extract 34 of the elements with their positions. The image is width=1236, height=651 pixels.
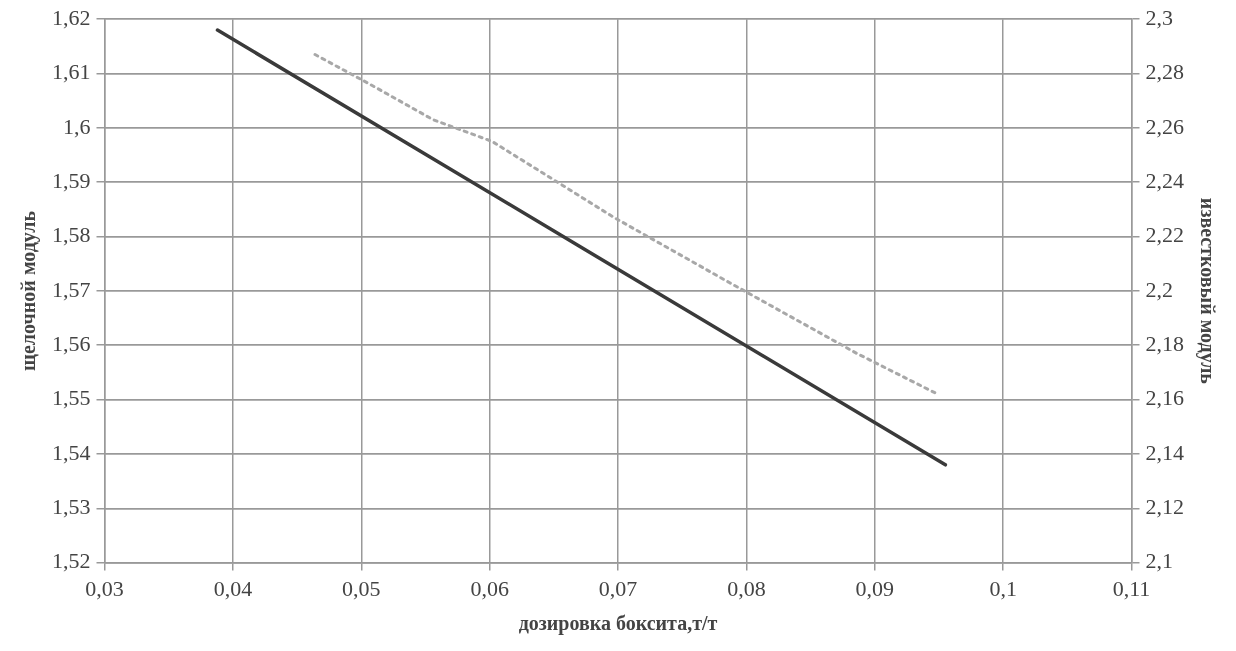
y-tick-label: 1,59 [52, 168, 91, 193]
x-tick-label: 0,11 [1112, 575, 1151, 601]
y2-tick-label: 2,18 [1145, 331, 1184, 357]
y-tick-label: 1,52 [52, 548, 91, 574]
x-tick-label: 0,05 [342, 575, 381, 601]
y2-axis-title: известковый модуль [1195, 197, 1219, 385]
y-tick-label: 1,56 [52, 331, 91, 357]
y2-tick-label: 2,2 [1145, 276, 1173, 302]
y2-tick-label: 2,12 [1145, 494, 1184, 520]
y-tick-label: 1,58 [52, 222, 91, 248]
y2-tick-label: 2,22 [1145, 222, 1184, 248]
y-axis-title: щелочной модуль [17, 210, 41, 371]
y2-tick-label: 2,28 [1145, 59, 1184, 85]
y-tick-label: 1,53 [52, 494, 91, 520]
x-axis-title: дозировка боксита,т/т [518, 612, 718, 636]
x-tick-label: 0,08 [727, 575, 766, 601]
x-tick-label: 0,1 [989, 575, 1017, 601]
x-tick-label: 0,03 [85, 575, 124, 601]
y-tick-label: 1,6 [63, 113, 91, 139]
y2-tick-label: 2,16 [1145, 385, 1184, 411]
x-tick-label: 0,07 [598, 575, 638, 601]
y-tick-label: 1,57 [52, 276, 91, 302]
y2-tick-label: 2,3 [1145, 4, 1173, 30]
x-tick-label: 0,04 [213, 575, 253, 601]
y2-tick-label: 2,26 [1145, 113, 1184, 139]
y-tick-label: 1,61 [52, 59, 91, 85]
y2-tick-label: 2,14 [1145, 439, 1184, 465]
y-tick-label: 1,54 [52, 439, 91, 465]
y2-tick-label: 2,1 [1145, 548, 1173, 574]
x-tick-label: 0,09 [855, 575, 894, 601]
y2-tick-label: 2,24 [1145, 168, 1184, 193]
y-tick-label: 1,55 [52, 385, 91, 411]
y-tick-label: 1,62 [52, 4, 91, 30]
x-tick-label: 0,06 [470, 575, 509, 601]
